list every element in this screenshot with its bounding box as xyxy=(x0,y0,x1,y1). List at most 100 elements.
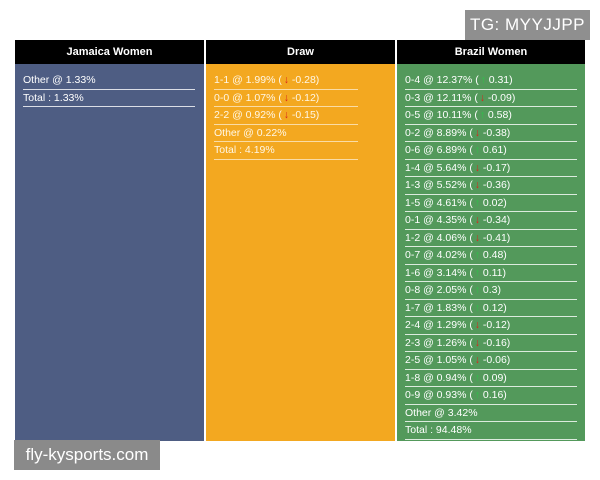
score-change: 0.09) xyxy=(482,371,507,384)
score-text: 0-1 @ 4.35% ( xyxy=(405,214,473,226)
score-change: 0.11) xyxy=(482,266,507,279)
score-change: 0.58) xyxy=(487,109,512,121)
score-row: 0-4 @ 12.37% (↑ 0.31) xyxy=(405,72,577,90)
score-row: 0-6 @ 6.89% (↑ 0.61) xyxy=(405,142,577,160)
score-change: 0.12) xyxy=(482,301,507,314)
score-text: 0-0 @ 1.07% ( xyxy=(214,91,282,104)
score-change: -0.15) xyxy=(291,109,320,121)
score-row: Total : 4.19% xyxy=(214,142,358,160)
column-header-draw: Draw xyxy=(206,40,395,64)
arrow-down-icon: ↓ xyxy=(474,161,480,174)
score-change: -0.09) xyxy=(487,91,516,104)
score-text: 2-5 @ 1.05% ( xyxy=(405,354,473,366)
score-row: 0-2 @ 8.89% (↓ -0.38) xyxy=(405,125,577,142)
arrow-down-icon: ↓ xyxy=(474,354,480,366)
arrow-up-icon: ↑ xyxy=(480,74,486,86)
score-text: 2-4 @ 1.29% ( xyxy=(405,319,473,331)
score-row: 1-8 @ 0.94% (↑ 0.09) xyxy=(405,370,577,387)
score-row: 0-1 @ 4.35% (↓ -0.34) xyxy=(405,212,577,230)
column-draw: Draw 1-1 @ 1.99% (↓ -0.28) 0-0 @ 1.07% (↓ -… xyxy=(206,40,395,441)
score-text: 2-3 @ 1.26% ( xyxy=(405,336,473,349)
column-list-home: Other @ 1.33% Total : 1.33% xyxy=(15,64,204,441)
column-header-home: Jamaica Women xyxy=(15,40,204,64)
score-text: 1-7 @ 1.83% ( xyxy=(405,301,473,314)
score-text: 1-4 @ 5.64% ( xyxy=(405,161,473,174)
score-row: Total : 94.48% xyxy=(405,422,577,440)
score-text: 0-8 @ 2.05% ( xyxy=(405,284,473,296)
score-row: 0-5 @ 10.11% (↑ 0.58) xyxy=(405,107,577,125)
score-row: 2-3 @ 1.26% (↓ -0.16) xyxy=(405,335,577,352)
score-text: Other @ 1.33% xyxy=(23,74,96,86)
arrow-down-icon: ↓ xyxy=(474,336,480,349)
arrow-up-icon: ↑ xyxy=(474,284,480,296)
arrow-up-icon: ↑ xyxy=(479,109,486,121)
score-change: -0.16) xyxy=(482,336,511,349)
score-text: 0-7 @ 4.02% ( xyxy=(405,249,473,261)
arrow-down-icon: ↓ xyxy=(479,91,486,104)
score-change: -0.36) xyxy=(482,179,511,191)
score-text: 0-6 @ 6.89% ( xyxy=(405,144,473,156)
score-row: Other @ 0.22% xyxy=(214,125,358,142)
score-row: 1-5 @ 4.61% (↑ 0.02) xyxy=(405,195,577,212)
score-text: 0-2 @ 8.89% ( xyxy=(405,126,473,139)
arrow-up-icon: ↑ xyxy=(474,196,480,209)
score-change: 0.16) xyxy=(482,389,507,401)
score-row: 2-5 @ 1.05% (↓ -0.06) xyxy=(405,352,577,370)
arrow-down-icon: ↓ xyxy=(283,109,289,121)
score-text: Other @ 3.42% xyxy=(405,406,478,419)
score-change: -0.17) xyxy=(482,161,511,174)
score-change: -0.28) xyxy=(291,74,320,86)
score-text: Other @ 0.22% xyxy=(214,126,287,139)
score-row: 2-2 @ 0.92% (↓ -0.15) xyxy=(214,107,358,125)
arrow-down-icon: ↓ xyxy=(474,319,480,331)
column-home: Jamaica Women Other @ 1.33% Total : 1.33% xyxy=(15,40,204,441)
score-text: 1-2 @ 4.06% ( xyxy=(405,231,473,244)
score-text: 0-5 @ 10.11% ( xyxy=(405,109,478,121)
arrow-up-icon: ↑ xyxy=(474,249,480,261)
score-change: -0.34) xyxy=(482,214,511,226)
score-row: 0-8 @ 2.05% (↑ 0.3) xyxy=(405,282,577,300)
score-change: -0.12) xyxy=(482,319,511,331)
score-change: 0.61) xyxy=(482,144,507,156)
column-list-away: 0-4 @ 12.37% (↑ 0.31) 0-3 @ 12.11% (↓ -0.09… xyxy=(397,64,585,441)
score-text: Total : 4.19% xyxy=(214,144,275,156)
score-row: 1-3 @ 5.52% (↓ -0.36) xyxy=(405,177,577,195)
arrow-up-icon: ↑ xyxy=(474,389,480,401)
score-row: 1-2 @ 4.06% (↓ -0.41) xyxy=(405,230,577,247)
score-row: 0-7 @ 4.02% (↑ 0.48) xyxy=(405,247,577,265)
score-row: Other @ 3.42% xyxy=(405,405,577,422)
arrow-down-icon: ↓ xyxy=(474,179,480,191)
arrow-down-icon: ↓ xyxy=(283,91,289,104)
score-text: 0-9 @ 0.93% ( xyxy=(405,389,473,401)
watermark-site: fly-kysports.com xyxy=(14,440,160,470)
score-change: -0.41) xyxy=(482,231,511,244)
arrow-up-icon: ↑ xyxy=(474,144,480,156)
arrow-down-icon: ↓ xyxy=(474,231,480,244)
arrow-up-icon: ↑ xyxy=(474,266,480,279)
score-change: -0.06) xyxy=(482,354,511,366)
score-row: 0-9 @ 0.93% (↑ 0.16) xyxy=(405,387,577,405)
column-header-away: Brazil Women xyxy=(397,40,585,64)
score-text: 0-3 @ 12.11% ( xyxy=(405,91,478,104)
score-change: -0.38) xyxy=(482,126,511,139)
score-text: 1-8 @ 0.94% ( xyxy=(405,371,473,384)
arrow-down-icon: ↓ xyxy=(283,74,289,86)
score-row: 1-7 @ 1.83% (↑ 0.12) xyxy=(405,300,577,317)
score-row: 2-4 @ 1.29% (↓ -0.12) xyxy=(405,317,577,335)
column-away: Brazil Women 0-4 @ 12.37% (↑ 0.31) 0-3 @ 1… xyxy=(397,40,585,441)
arrow-up-icon: ↑ xyxy=(474,301,480,314)
score-change: 0.48) xyxy=(482,249,507,261)
score-text: 1-6 @ 3.14% ( xyxy=(405,266,473,279)
arrow-up-icon: ↑ xyxy=(474,371,480,384)
correct-score-board: Jamaica Women Other @ 1.33% Total : 1.33%… xyxy=(15,40,585,441)
score-text: 1-5 @ 4.61% ( xyxy=(405,196,473,209)
score-row: 1-1 @ 1.99% (↓ -0.28) xyxy=(214,72,358,90)
score-row: 1-4 @ 5.64% (↓ -0.17) xyxy=(405,160,577,177)
score-change: 0.31) xyxy=(488,74,513,86)
arrow-down-icon: ↓ xyxy=(474,126,480,139)
score-text: 1-1 @ 1.99% ( xyxy=(214,74,282,86)
watermark-telegram: TG: MYYJJPP xyxy=(465,10,590,40)
score-text: 0-4 @ 12.37% ( xyxy=(405,74,479,86)
score-row: Total : 1.33% xyxy=(23,90,195,107)
column-list-draw: 1-1 @ 1.99% (↓ -0.28) 0-0 @ 1.07% (↓ -0.12)… xyxy=(206,64,395,441)
